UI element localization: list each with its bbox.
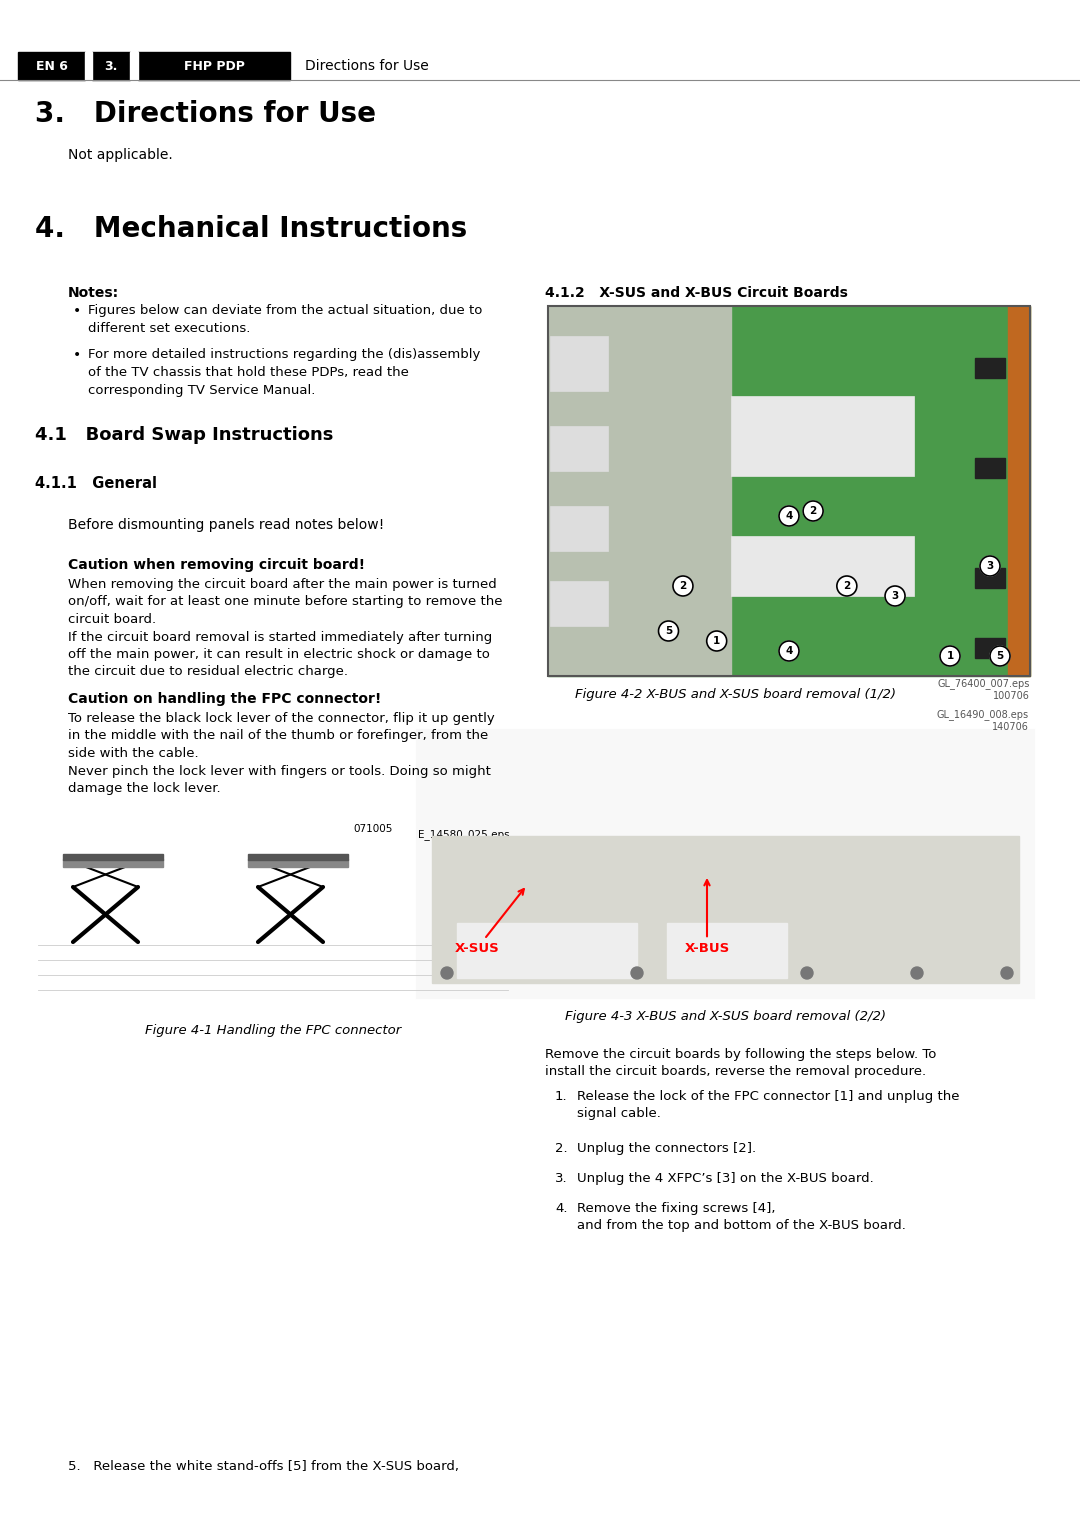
Text: 5: 5 [665,626,672,636]
Text: EN 6: EN 6 [36,60,67,72]
Text: Remove the fixing screws [4],
and from the top and bottom of the X-BUS board.: Remove the fixing screws [4], and from t… [577,1203,906,1233]
Text: 4.1   Board Swap Instructions: 4.1 Board Swap Instructions [35,426,334,445]
Bar [18,52,85,79]
Text: E_14580_025.eps: E_14580_025.eps [418,830,510,840]
Bar [731,536,915,596]
Bar [85,52,92,79]
Text: 4: 4 [785,510,793,521]
Text: 071005: 071005 [353,824,393,834]
Text: 3.   Directions for Use: 3. Directions for Use [35,99,376,128]
Text: 4.1.2   X-SUS and X-BUS Circuit Boards: 4.1.2 X-SUS and X-BUS Circuit Boards [545,286,848,299]
Circle shape [779,642,799,662]
Bar [130,52,138,79]
Bar [548,306,1030,675]
Bar [975,358,1005,377]
Bar [975,639,1005,659]
Text: Figure 4-2 X-BUS and X-SUS board removal (1/2): Figure 4-2 X-BUS and X-SUS board removal… [575,688,896,701]
Circle shape [804,501,823,521]
Bar [457,923,637,978]
Text: 4: 4 [785,646,793,656]
Bar [550,426,608,471]
Text: Notes:: Notes: [68,286,119,299]
Bar [550,581,608,626]
Text: X-BUS: X-BUS [685,880,730,955]
Text: 1: 1 [713,636,720,646]
Bar [138,52,291,79]
Circle shape [631,967,643,979]
Text: Remove the circuit boards by following the steps below. To
install the circuit b: Remove the circuit boards by following t… [545,1048,936,1079]
Circle shape [659,620,678,642]
Text: 4.1.1   General: 4.1.1 General [35,477,157,490]
Text: Unplug the 4 XFPC’s [3] on the X-BUS board.: Unplug the 4 XFPC’s [3] on the X-BUS boa… [577,1172,874,1186]
Text: 3.: 3. [555,1172,568,1186]
Circle shape [885,587,905,607]
Bar [248,859,348,866]
Bar [1008,306,1030,675]
Circle shape [940,646,960,666]
Text: Caution when removing circuit board!: Caution when removing circuit board! [68,558,365,571]
Bar [417,730,1034,998]
Bar [432,836,1020,983]
Circle shape [837,576,856,596]
Text: Directions for Use: Directions for Use [305,60,429,73]
Bar [550,336,608,391]
Text: 1: 1 [946,651,954,662]
Bar [550,506,608,552]
Text: For more detailed instructions regarding the (dis)assembly
of the TV chassis tha: For more detailed instructions regarding… [87,348,481,397]
Bar [548,306,1030,675]
Text: 2: 2 [810,506,816,516]
Circle shape [912,967,923,979]
Text: GL_76400_007.eps
100706: GL_76400_007.eps 100706 [937,678,1030,700]
Bar [731,396,915,477]
Text: 3.: 3. [105,60,118,72]
Text: 2: 2 [843,581,850,591]
Bar [0,50,1080,79]
Bar [92,52,130,79]
Circle shape [441,967,453,979]
Text: 3: 3 [986,561,994,571]
Text: Figure 4-1 Handling the FPC connector: Figure 4-1 Handling the FPC connector [145,1024,401,1038]
Bar [667,923,787,978]
Text: 1.: 1. [555,1089,568,1103]
Text: Figure 4-3 X-BUS and X-SUS board removal (2/2): Figure 4-3 X-BUS and X-SUS board removal… [565,1010,886,1024]
Text: 4.: 4. [555,1203,567,1215]
Text: •: • [73,304,81,318]
Circle shape [673,576,693,596]
Text: Caution on handling the FPC connector!: Caution on handling the FPC connector! [68,692,381,706]
Text: GL_16490_008.eps
140706: GL_16490_008.eps 140706 [936,709,1029,732]
Circle shape [1001,967,1013,979]
Bar [248,854,348,860]
Text: 5.   Release the white stand-offs [5] from the X-SUS board,: 5. Release the white stand-offs [5] from… [68,1459,459,1473]
Bar [63,859,163,866]
Text: When removing the circuit board after the main power is turned
on/off, wait for : When removing the circuit board after th… [68,578,502,678]
Text: Not applicable.: Not applicable. [68,148,173,162]
Circle shape [801,967,813,979]
Bar [548,306,731,675]
Bar [975,568,1005,588]
Text: Unplug the connectors [2].: Unplug the connectors [2]. [577,1141,756,1155]
Text: 4.   Mechanical Instructions: 4. Mechanical Instructions [35,215,468,243]
Circle shape [706,631,727,651]
Bar [28,833,518,1010]
Text: •: • [73,348,81,362]
Text: Release the lock of the FPC connector [1] and unplug the
signal cable.: Release the lock of the FPC connector [1… [577,1089,959,1120]
Circle shape [980,556,1000,576]
Text: Figures below can deviate from the actual situation, due to
different set execut: Figures below can deviate from the actua… [87,304,483,335]
Text: 2: 2 [679,581,687,591]
Text: 3: 3 [891,591,899,601]
Text: To release the black lock lever of the connector, flip it up gently
in the middl: To release the black lock lever of the c… [68,712,495,795]
Circle shape [990,646,1010,666]
Text: Before dismounting panels read notes below!: Before dismounting panels read notes bel… [68,518,384,532]
Text: FHP PDP: FHP PDP [184,60,244,72]
Text: X-SUS: X-SUS [455,889,524,955]
Bar [975,458,1005,478]
Bar [63,854,163,860]
Text: 2.: 2. [555,1141,568,1155]
Circle shape [779,506,799,526]
Text: 5: 5 [997,651,1003,662]
